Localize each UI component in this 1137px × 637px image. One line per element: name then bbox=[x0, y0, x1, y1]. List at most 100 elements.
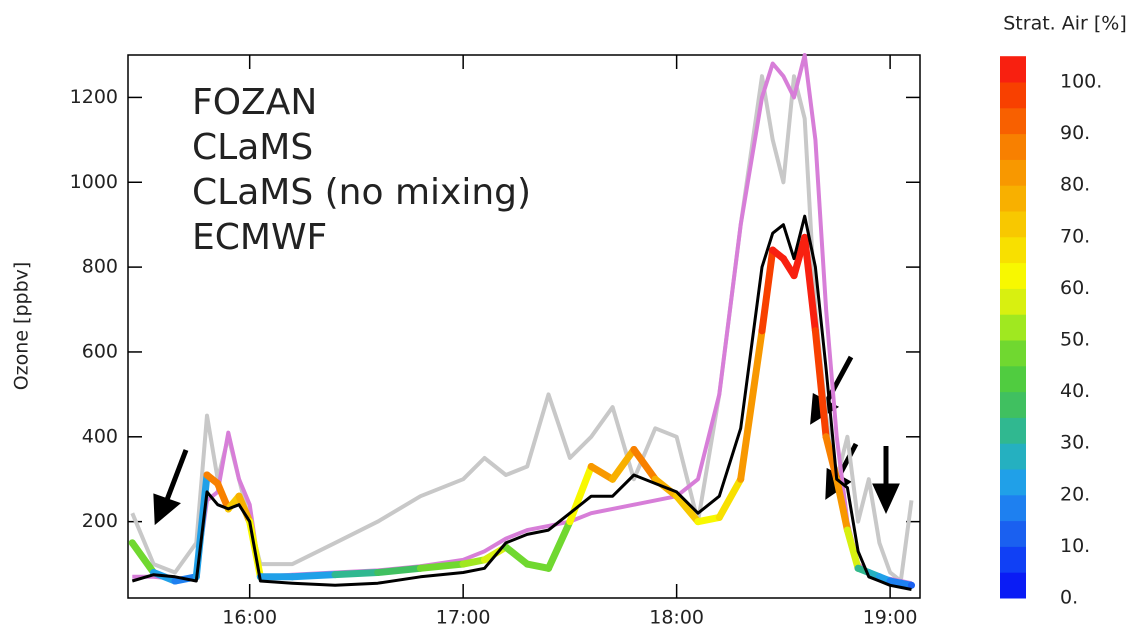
series-point bbox=[854, 564, 862, 572]
series-segment bbox=[459, 556, 489, 568]
x-tick-label: 18:00 bbox=[649, 607, 704, 629]
series-point bbox=[545, 564, 553, 572]
y-tick-label: 200 bbox=[82, 510, 118, 532]
x-tick-label: 17:00 bbox=[436, 607, 491, 629]
colorbar-band bbox=[1000, 236, 1026, 264]
series-point bbox=[630, 446, 638, 454]
series-point bbox=[801, 233, 809, 241]
series-point bbox=[897, 579, 905, 587]
colorbar-tick-label: 40. bbox=[1060, 380, 1090, 402]
y-tick-label: 1000 bbox=[70, 171, 118, 193]
legend-entry: CLaMS (no mixing) bbox=[192, 172, 531, 213]
series-point bbox=[203, 471, 211, 479]
series-segment bbox=[374, 564, 424, 577]
colorbar-tick-label: 80. bbox=[1060, 174, 1090, 196]
colorbar-tick-label: 20. bbox=[1060, 483, 1090, 505]
series-segment bbox=[811, 327, 830, 441]
series-segment bbox=[843, 526, 862, 572]
series-point bbox=[875, 573, 883, 581]
series-point bbox=[907, 581, 915, 589]
colorbar-band bbox=[1000, 107, 1026, 135]
series-point bbox=[790, 272, 798, 280]
colorbar-band bbox=[1000, 365, 1026, 393]
series-point bbox=[214, 479, 222, 487]
series-point bbox=[769, 246, 777, 254]
series-segment bbox=[833, 475, 851, 534]
series-segment bbox=[801, 233, 819, 335]
series-point bbox=[715, 513, 723, 521]
colorbar-tick-label: 30. bbox=[1060, 432, 1090, 454]
series-point bbox=[171, 577, 179, 585]
colorbar-band bbox=[1000, 159, 1026, 186]
series-point bbox=[523, 560, 531, 568]
colorbar-band bbox=[1000, 56, 1026, 83]
colorbar-band bbox=[1000, 494, 1026, 522]
series-point bbox=[374, 569, 382, 577]
colorbar-band bbox=[1000, 340, 1026, 367]
series-point bbox=[886, 577, 894, 585]
colorbar-band bbox=[1000, 82, 1026, 109]
x-tick-label: 19:00 bbox=[863, 607, 918, 629]
colorbar-band bbox=[1000, 211, 1026, 238]
colorbar-tick-label: 0. bbox=[1060, 587, 1078, 609]
series-segment bbox=[331, 569, 382, 579]
series-segment bbox=[214, 479, 232, 513]
colorbar-band bbox=[1000, 417, 1026, 444]
series-point bbox=[758, 327, 766, 335]
series-point bbox=[288, 573, 296, 581]
colorbar-band bbox=[1000, 288, 1026, 315]
colorbar-band bbox=[1000, 443, 1026, 470]
series-segment bbox=[630, 446, 659, 483]
colorbar-band bbox=[1000, 572, 1026, 599]
plot-frame bbox=[127, 54, 921, 599]
colorbar-band bbox=[1000, 469, 1026, 496]
series-segment bbox=[673, 492, 702, 526]
legend-entry: ECMWF bbox=[192, 217, 327, 258]
colorbar-band bbox=[1000, 262, 1026, 289]
colorbar-tick-label: 100. bbox=[1060, 71, 1102, 93]
series-point bbox=[331, 571, 339, 579]
series-point bbox=[811, 327, 819, 335]
series-line bbox=[131, 214, 912, 591]
arrows bbox=[153, 355, 900, 526]
series-segment bbox=[502, 543, 531, 568]
colorbar-band bbox=[1000, 133, 1026, 160]
series-point bbox=[587, 462, 595, 470]
y-tick-label: 600 bbox=[82, 340, 118, 362]
x-tick-label: 16:00 bbox=[222, 607, 277, 629]
series-point bbox=[416, 564, 424, 572]
colorbar-band bbox=[1000, 391, 1026, 418]
series-point bbox=[694, 518, 702, 526]
series-segment bbox=[566, 462, 595, 526]
series-point bbox=[128, 539, 136, 547]
series-segment bbox=[609, 446, 638, 483]
series-segment bbox=[288, 571, 339, 581]
series-segment bbox=[545, 518, 574, 572]
colorbar-band bbox=[1000, 314, 1026, 341]
series-point bbox=[459, 560, 467, 568]
series-point bbox=[235, 492, 243, 500]
series-point bbox=[822, 433, 830, 441]
series-point bbox=[481, 556, 489, 564]
series-segment bbox=[737, 327, 766, 483]
colorbar-tick-label: 90. bbox=[1060, 122, 1090, 144]
colorbar-band bbox=[1000, 185, 1026, 212]
colorbar-tick-label: 10. bbox=[1060, 535, 1090, 557]
y-tick-label: 800 bbox=[82, 256, 118, 278]
series-line bbox=[132, 53, 912, 586]
series-segment bbox=[694, 513, 723, 526]
series-segment bbox=[758, 246, 777, 335]
series-segment bbox=[715, 475, 745, 521]
legend-entry: FOZAN bbox=[192, 82, 317, 123]
series-segment bbox=[416, 560, 467, 572]
y-tick-label: 1200 bbox=[70, 86, 118, 108]
colorbar-title: Strat. Air [%] bbox=[1003, 13, 1127, 35]
series-point bbox=[609, 475, 617, 483]
y-tick-label: 400 bbox=[82, 425, 118, 447]
series-point bbox=[651, 475, 659, 483]
legend-entry: CLaMS bbox=[192, 127, 313, 168]
colorbar-tick-label: 50. bbox=[1060, 329, 1090, 351]
series-point bbox=[843, 526, 851, 534]
series-point bbox=[737, 475, 745, 483]
series-point bbox=[566, 518, 574, 526]
